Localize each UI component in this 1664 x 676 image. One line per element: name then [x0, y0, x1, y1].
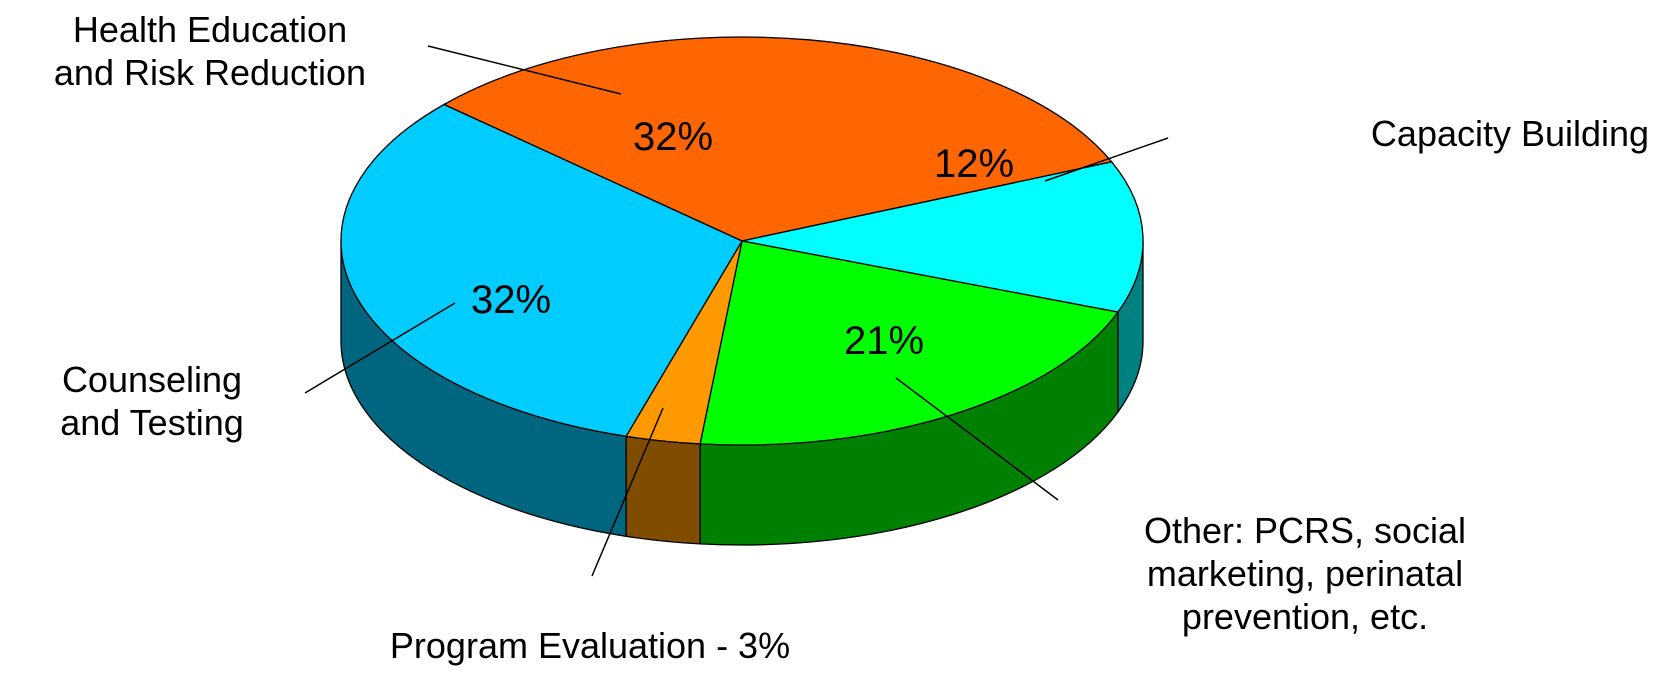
- pie-slice-2: [699, 240, 1120, 446]
- category-labels: Health Education and Risk Reduction Capaci…: [54, 9, 1649, 666]
- pie-slice-0: [442, 36, 1113, 242]
- category-label-1: Capacity Building: [1371, 113, 1649, 154]
- category-label-line: Counseling: [62, 359, 242, 400]
- category-label-4: Counseling and Testing: [60, 359, 243, 443]
- category-label-2: Other: PCRS, social marketing, perinatal p…: [1144, 510, 1466, 637]
- leader-line-3: [591, 407, 664, 577]
- leader-line-2: [895, 377, 1059, 501]
- pie-slice-4: [340, 103, 743, 438]
- category-label-line: marketing, perinatal: [1147, 553, 1463, 594]
- pie-slices: [340, 36, 1144, 446]
- category-label-line: Health Education: [73, 9, 347, 50]
- category-label-line: and Risk Reduction: [54, 52, 366, 93]
- category-label-line: Other: PCRS, social: [1144, 510, 1466, 551]
- leader-line-0: [427, 45, 622, 95]
- value-label-1: 12%: [934, 142, 1014, 186]
- value-label-2: 21%: [844, 319, 924, 363]
- category-label-0: Health Education and Risk Reduction: [54, 9, 366, 93]
- value-label-4: 32%: [471, 278, 551, 322]
- value-label-0: 32%: [633, 115, 713, 159]
- category-label-line: prevention, etc.: [1182, 596, 1428, 637]
- category-label-line: and Testing: [60, 402, 243, 443]
- leader-lines: [304, 45, 1169, 577]
- pie-side-3: [625, 435, 701, 545]
- category-label-3: Program Evaluation - 3%: [390, 625, 790, 666]
- value-labels: 32% 12% 21% 32%: [471, 115, 1014, 363]
- pie-slice-1: [741, 161, 1144, 313]
- leader-line-1: [1044, 137, 1169, 182]
- leader-line-4: [304, 302, 456, 394]
- pie-sides: [340, 240, 1144, 546]
- category-label-line: Program Evaluation - 3%: [390, 625, 790, 666]
- category-label-line: Capacity Building: [1371, 113, 1649, 154]
